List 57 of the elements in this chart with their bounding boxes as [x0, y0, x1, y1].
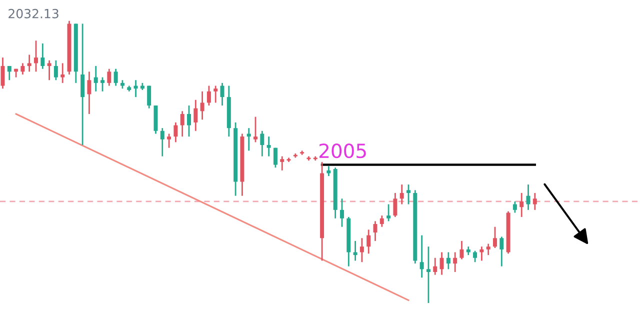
text: 2032.13	[8, 8, 58, 18]
candlestick	[167, 133, 172, 149]
candlestick	[406, 184, 410, 205]
candlestick	[260, 130, 264, 157]
annotation: 2005	[320, 143, 366, 158]
candlestick	[87, 70, 92, 115]
candlestick	[194, 99, 198, 132]
candlestick	[254, 116, 258, 143]
candlestick	[280, 156, 284, 172]
candlestick	[34, 40, 38, 72]
candlestick	[114, 68, 118, 86]
candlestick	[446, 252, 450, 270]
candlestick	[400, 184, 404, 205]
candlestick	[7, 65, 12, 81]
candlestick	[100, 76, 105, 92]
candlestick	[512, 200, 517, 214]
candlestick	[180, 110, 184, 138]
candlestick	[27, 54, 32, 72]
candlestick	[0, 56, 5, 90]
candlestick	[433, 257, 438, 276]
candlestick	[94, 65, 98, 92]
candlestick	[54, 60, 58, 81]
candlestick	[453, 252, 458, 273]
candlestick	[160, 127, 164, 157]
candlestick	[214, 85, 218, 104]
candlestick	[340, 198, 344, 228]
candlestick	[60, 62, 65, 84]
candlestick	[420, 234, 424, 278]
candlestick	[246, 127, 251, 152]
candlestick	[107, 68, 112, 86]
candlestick	[460, 240, 464, 260]
candlestick	[532, 192, 537, 211]
candlestick	[266, 136, 271, 157]
candlestick	[526, 184, 530, 211]
candlestick	[380, 214, 384, 228]
candlestick	[360, 237, 364, 263]
candlestick	[80, 23, 85, 146]
candlestick	[20, 62, 25, 76]
candlestick	[486, 243, 490, 256]
candlestick	[40, 42, 45, 70]
candlestick	[393, 192, 398, 218]
candlestick	[353, 240, 358, 262]
candlestick	[174, 122, 178, 143]
candlestick	[520, 192, 524, 218]
candlestick	[386, 204, 391, 222]
candlestick	[473, 250, 478, 263]
candlestick	[426, 246, 430, 304]
candlestick	[440, 252, 444, 276]
candlestick	[273, 147, 278, 168]
candlestick	[500, 236, 504, 268]
candlestick	[200, 90, 204, 120]
candlestick	[206, 85, 211, 106]
candlestick	[147, 85, 152, 110]
candlestick	[366, 228, 371, 254]
candlestick	[186, 104, 191, 138]
candlestick	[492, 226, 497, 249]
candlestick	[47, 60, 52, 81]
